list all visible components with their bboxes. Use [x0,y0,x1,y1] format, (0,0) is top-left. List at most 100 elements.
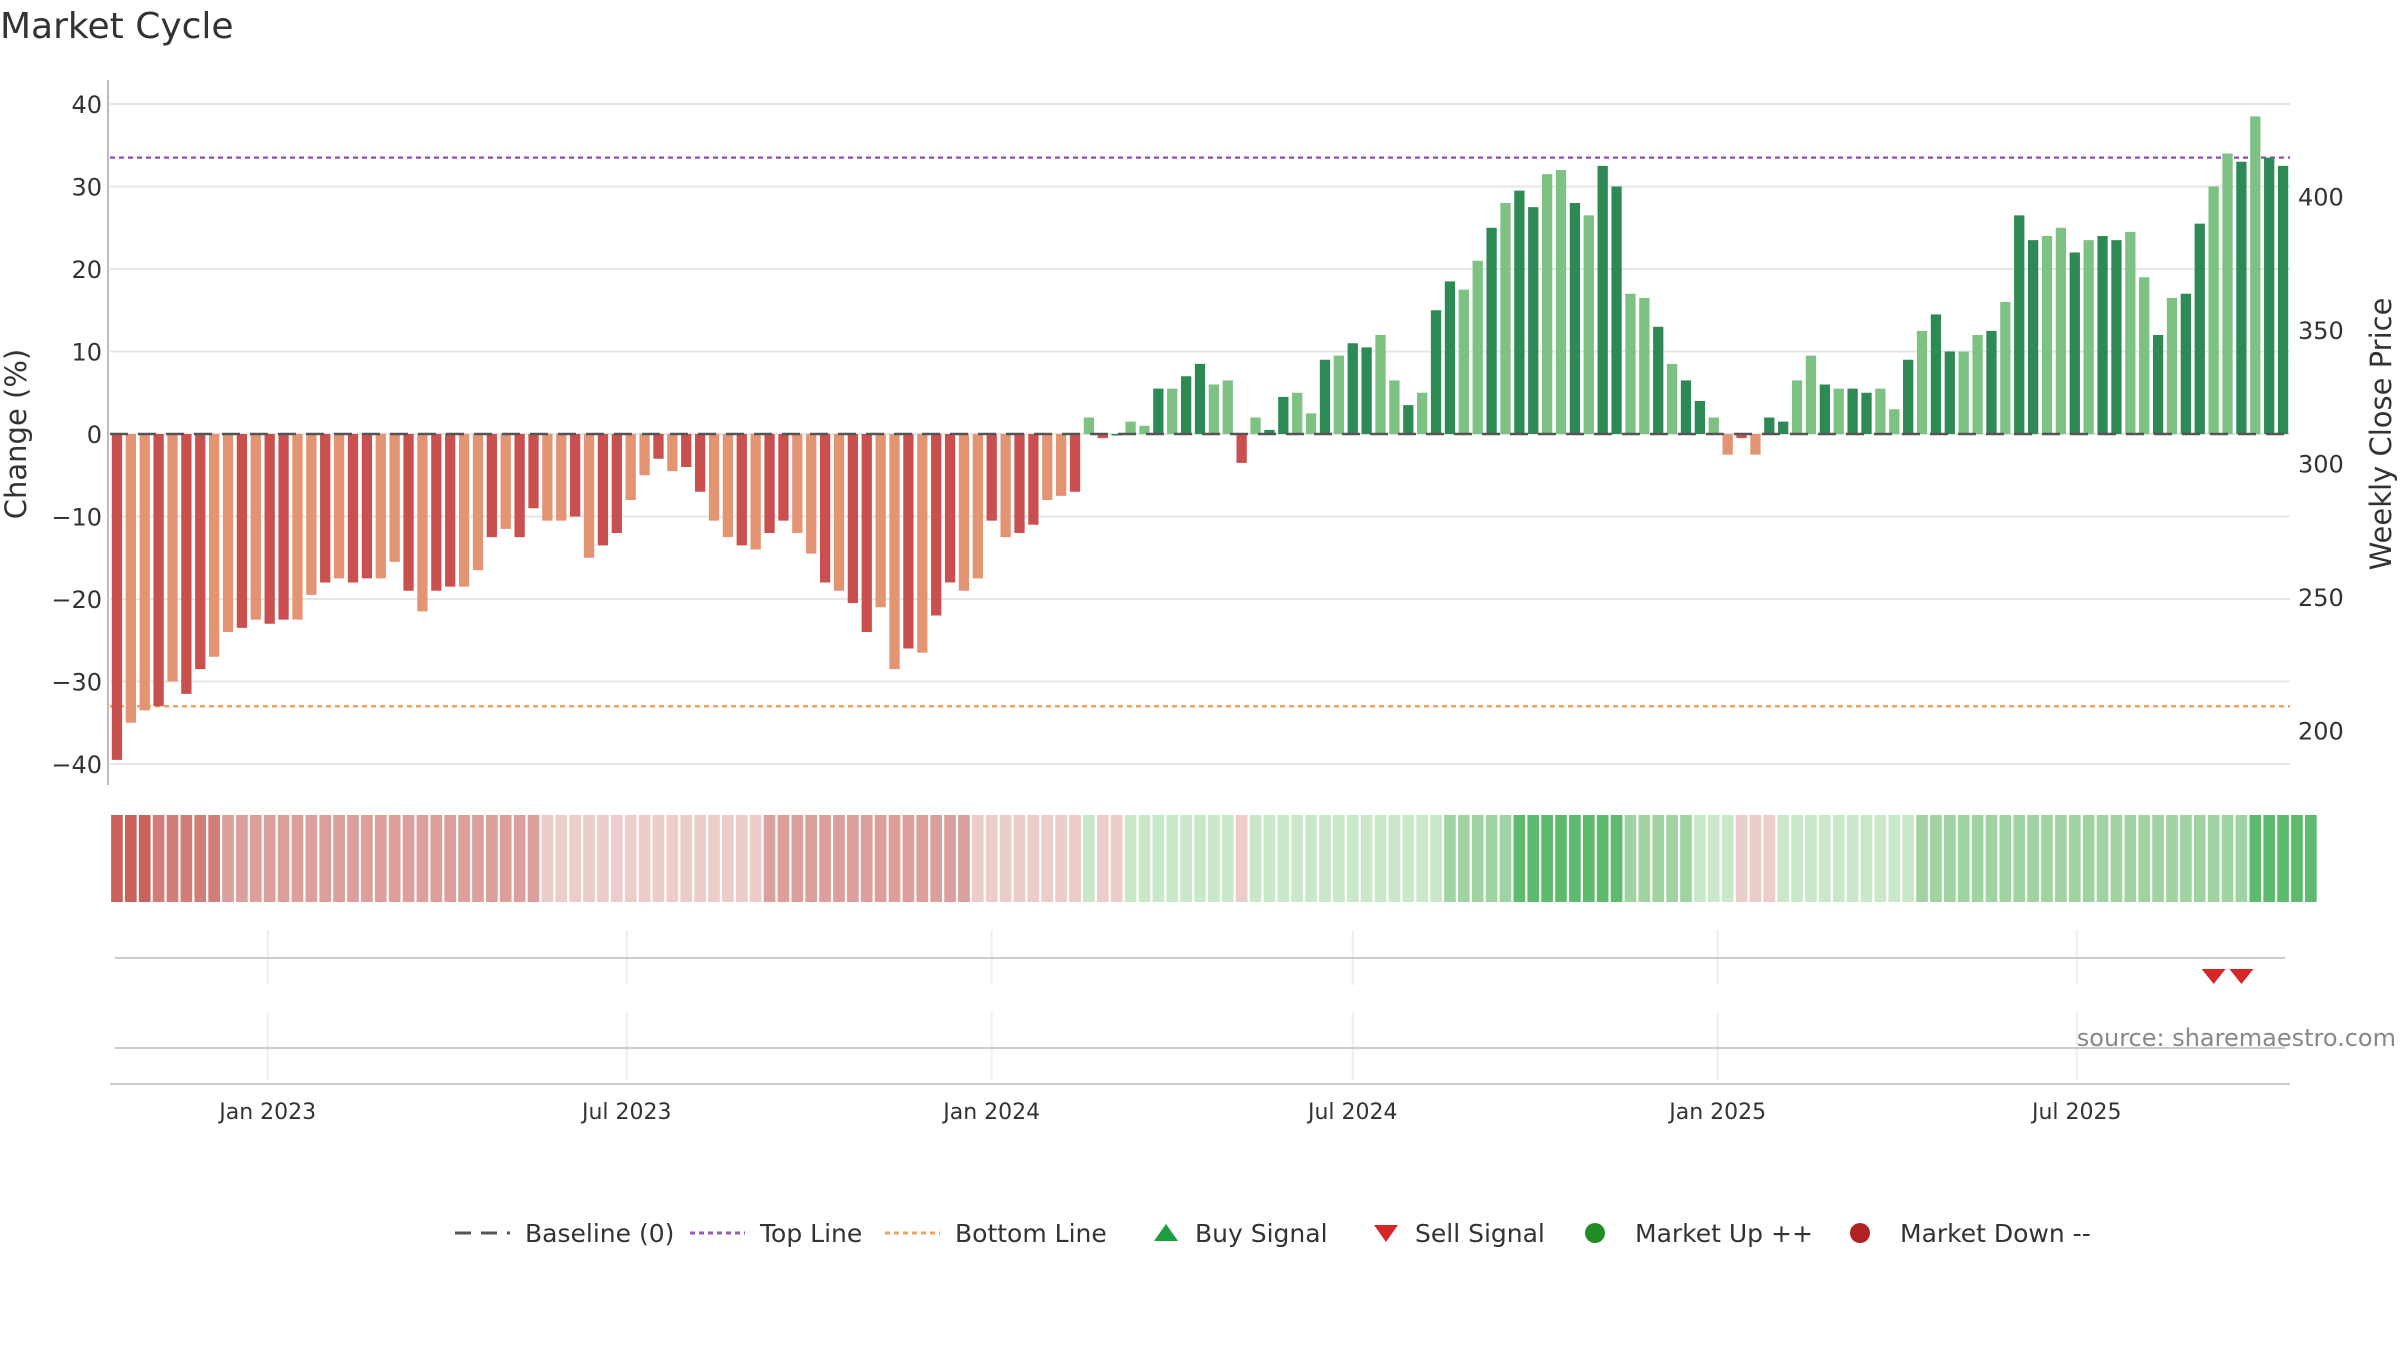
rating-cell [305,815,318,902]
bar [2055,227,2067,434]
bar [764,434,775,533]
rating-cell [1221,815,1234,902]
rating-cell [1388,815,1401,902]
y-left-tick-label: −10 [51,504,102,532]
rating-cell [1819,815,1831,902]
rating-cell [152,815,165,902]
bar [472,434,484,571]
bar [681,434,692,467]
rating-cell [1860,815,1873,902]
bar [1889,409,1900,434]
rating-cell [985,815,998,902]
bar [2277,165,2289,435]
rating-cell [486,815,498,902]
legend-item: Bottom Line [885,1219,1107,1248]
rating-cell [1235,815,1248,902]
bar [445,434,456,587]
rating-cell [374,815,387,902]
bar [958,434,970,591]
rating-cell [2193,815,2206,902]
rating-cell [1291,815,1304,902]
legend-marker [1850,1223,1870,1243]
rating-cell [2138,815,2151,902]
rating-cell [1138,815,1151,902]
bar [2222,153,2233,434]
bar [1333,355,1344,435]
rating-cell [2082,815,2095,902]
rating-cell [555,815,568,902]
signals-panel [115,930,2285,1080]
bar [1542,174,1553,435]
bar [1722,434,1733,455]
y-left-tick-label: 0 [87,421,102,449]
legend-item: Buy Signal [1154,1219,1328,1248]
rating-cell [1902,815,1914,902]
bar [986,434,997,521]
x-tick-label: Jan 2025 [1667,1100,1766,1125]
bar [2139,277,2150,434]
legend-marker [1154,1224,1178,1241]
bar [1139,425,1150,434]
rating-cell [2235,815,2248,902]
rating-cell [1208,815,1220,902]
rating-cell [1638,815,1651,902]
rating-cell [722,815,734,902]
rating-cell [333,815,345,902]
bar [222,434,234,632]
rating-cell [2277,815,2289,902]
bar [2152,335,2164,434]
bar [389,434,400,562]
bar [2166,297,2178,435]
rating-cell [763,815,776,902]
bar [1583,215,1594,435]
rating-cell [2124,815,2137,902]
rating-cell [2041,815,2053,902]
rating-cell [1888,815,1901,902]
bar [1680,380,1692,435]
bar [2236,161,2247,434]
bar [333,434,345,579]
rating-cell [166,815,179,902]
bar [2014,215,2025,435]
rating-cell [694,815,706,902]
rating-cell [1569,815,1581,902]
bar [2069,252,2080,434]
bar [1847,388,1858,435]
bar [306,434,317,595]
y-right-axis-label: Weekly Close Price [2364,298,2398,571]
bar [861,434,872,632]
bar [1514,190,1525,435]
rating-cell [1083,815,1095,902]
bar [2000,302,2011,434]
bar [486,434,497,538]
bar [2208,186,2219,434]
rating-cell [610,815,623,902]
y-left-tick-label: 40 [71,91,102,119]
bar [694,434,706,492]
legend-label: Top Line [759,1219,862,1248]
bar [1292,392,1303,434]
rating-cell [319,815,332,902]
rating-cell [2180,815,2192,902]
rating-cell [791,815,804,902]
bar [1930,314,1942,435]
bar [361,434,373,579]
rating-cell [1666,815,1678,902]
bar [1417,392,1428,434]
axes: 40 30 20 10 0 −10 −20 −30 −40 400 350 300 250 200 Chan… [0,80,2398,785]
rating-cell [749,815,762,902]
bar [278,434,289,620]
rating-cell [236,815,248,902]
y-left-tick-label: −30 [51,669,102,697]
rating-cell [527,815,540,902]
bar [2250,116,2261,435]
bar [2041,236,2053,434]
bar [1597,165,1608,435]
y-left-tick-label: 30 [71,174,102,202]
bar [1555,170,1567,434]
bar [1125,421,1136,435]
rating-cell [291,815,304,902]
rating-cell [2027,815,2039,902]
rating-cell [708,815,720,902]
bar [528,434,539,509]
